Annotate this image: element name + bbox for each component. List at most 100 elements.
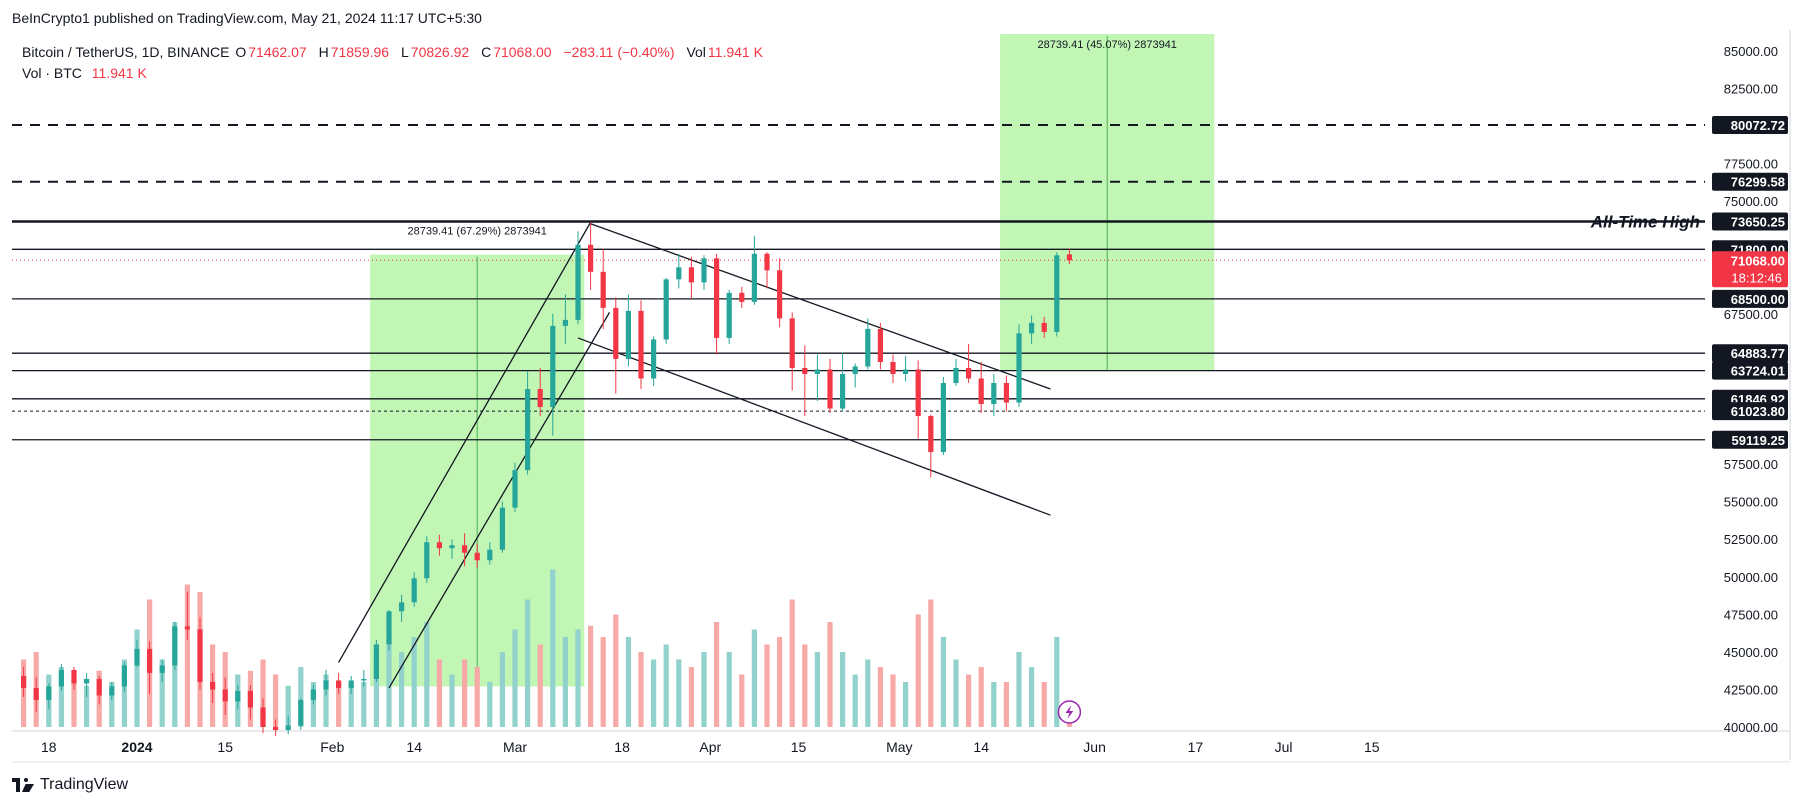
candle-body[interactable]	[764, 253, 770, 271]
tradingview-footer[interactable]: TradingView	[12, 776, 128, 794]
candle-body[interactable]	[827, 369, 833, 409]
candle-body[interactable]	[436, 542, 442, 549]
candle-body[interactable]	[58, 669, 64, 687]
level-price-tag: 68500.00	[1731, 292, 1785, 307]
candle-body[interactable]	[978, 378, 984, 405]
volume-bar	[159, 659, 165, 727]
candle-body[interactable]	[676, 267, 682, 280]
trendline[interactable]	[577, 337, 1051, 516]
change-value: −283.11 (−0.40%)	[563, 44, 675, 60]
candle-body[interactable]	[751, 253, 757, 302]
level-price-tag-bg	[1712, 116, 1788, 135]
candle-body[interactable]	[222, 689, 228, 702]
trendline[interactable]	[590, 223, 1051, 390]
candle-body[interactable]	[701, 258, 707, 283]
candle-body[interactable]	[474, 552, 480, 561]
candle-body[interactable]	[1029, 322, 1035, 334]
candle-body[interactable]	[865, 328, 871, 367]
candle-body[interactable]	[46, 686, 52, 700]
candle-body[interactable]	[184, 626, 190, 630]
candle-body[interactable]	[109, 686, 115, 696]
candle-body[interactable]	[991, 382, 997, 405]
candle-body[interactable]	[814, 369, 820, 374]
candle-body[interactable]	[361, 678, 367, 681]
candle-body[interactable]	[121, 665, 127, 687]
candle-body[interactable]	[852, 366, 858, 374]
candle-body[interactable]	[348, 680, 354, 688]
candle-body[interactable]	[499, 507, 505, 550]
candle-body[interactable]	[789, 318, 795, 368]
candle-body[interactable]	[890, 361, 896, 374]
candle-body[interactable]	[172, 626, 178, 666]
candle-body[interactable]	[399, 602, 405, 612]
candle-body[interactable]	[877, 328, 883, 362]
candle-body[interactable]	[1003, 382, 1009, 403]
trendline[interactable]	[338, 221, 592, 663]
candle-body[interactable]	[537, 389, 543, 408]
candle-body[interactable]	[726, 292, 732, 338]
candle-body[interactable]	[777, 270, 783, 319]
candle-body[interactable]	[424, 542, 430, 579]
candle-body[interactable]	[96, 678, 102, 696]
candle-body[interactable]	[714, 258, 720, 338]
volume-bar	[1054, 637, 1060, 727]
candle-body[interactable]	[449, 545, 455, 549]
volume-bar	[562, 637, 568, 727]
candle-body[interactable]	[373, 644, 379, 679]
candle-body[interactable]	[663, 279, 669, 340]
candle-body[interactable]	[613, 307, 619, 359]
candle-body[interactable]	[575, 244, 581, 320]
candle-body[interactable]	[159, 665, 165, 673]
trendline[interactable]	[388, 312, 611, 689]
candle-body[interactable]	[21, 675, 27, 688]
candle-body[interactable]	[802, 367, 808, 374]
candle-body[interactable]	[1066, 254, 1072, 261]
candle-body[interactable]	[235, 690, 241, 702]
candle-body[interactable]	[739, 292, 745, 302]
candle-body[interactable]	[298, 699, 304, 726]
candle-body[interactable]	[285, 725, 291, 731]
candle-body[interactable]	[651, 339, 657, 379]
candle-body[interactable]	[71, 669, 77, 684]
candle-body[interactable]	[525, 389, 531, 471]
candle-body[interactable]	[147, 648, 153, 673]
candle-body[interactable]	[462, 545, 468, 553]
candle-body[interactable]	[625, 310, 631, 359]
candle-body[interactable]	[928, 416, 934, 453]
candle-body[interactable]	[953, 367, 959, 383]
candle-body[interactable]	[210, 681, 216, 690]
candle-body[interactable]	[903, 369, 909, 374]
candle-body[interactable]	[411, 578, 417, 603]
candle-body[interactable]	[247, 690, 253, 708]
time-tick-label: 14	[973, 739, 989, 755]
candle-body[interactable]	[336, 680, 342, 688]
candle-body[interactable]	[323, 680, 329, 690]
candle-body[interactable]	[550, 325, 556, 408]
candle-body[interactable]	[512, 470, 518, 508]
candle-body[interactable]	[310, 689, 316, 700]
candle-body[interactable]	[915, 369, 921, 417]
candle-body[interactable]	[386, 611, 392, 645]
candle-body[interactable]	[638, 310, 644, 379]
candle-body[interactable]	[1041, 322, 1047, 332]
candle-body[interactable]	[688, 267, 694, 283]
candle-body[interactable]	[600, 271, 606, 308]
candle-body[interactable]	[197, 629, 203, 682]
volume-legend-label[interactable]: Vol · BTC	[22, 65, 82, 81]
symbol-name[interactable]: Bitcoin / TetherUS, 1D, BINANCE	[22, 44, 230, 60]
candle-body[interactable]	[1016, 333, 1022, 403]
candle-body[interactable]	[273, 727, 279, 731]
candle-body[interactable]	[588, 244, 594, 272]
time-tick-label: Feb	[320, 739, 344, 755]
candle-body[interactable]	[840, 373, 846, 409]
candle-body[interactable]	[33, 687, 39, 700]
candle-body[interactable]	[84, 678, 90, 684]
candle-body[interactable]	[1054, 255, 1060, 332]
candle-body[interactable]	[966, 367, 972, 379]
candle-body[interactable]	[562, 319, 568, 326]
candle-body[interactable]	[134, 648, 140, 666]
candle-body[interactable]	[940, 382, 946, 453]
candle-body[interactable]	[487, 549, 493, 561]
candle-body[interactable]	[260, 707, 266, 727]
